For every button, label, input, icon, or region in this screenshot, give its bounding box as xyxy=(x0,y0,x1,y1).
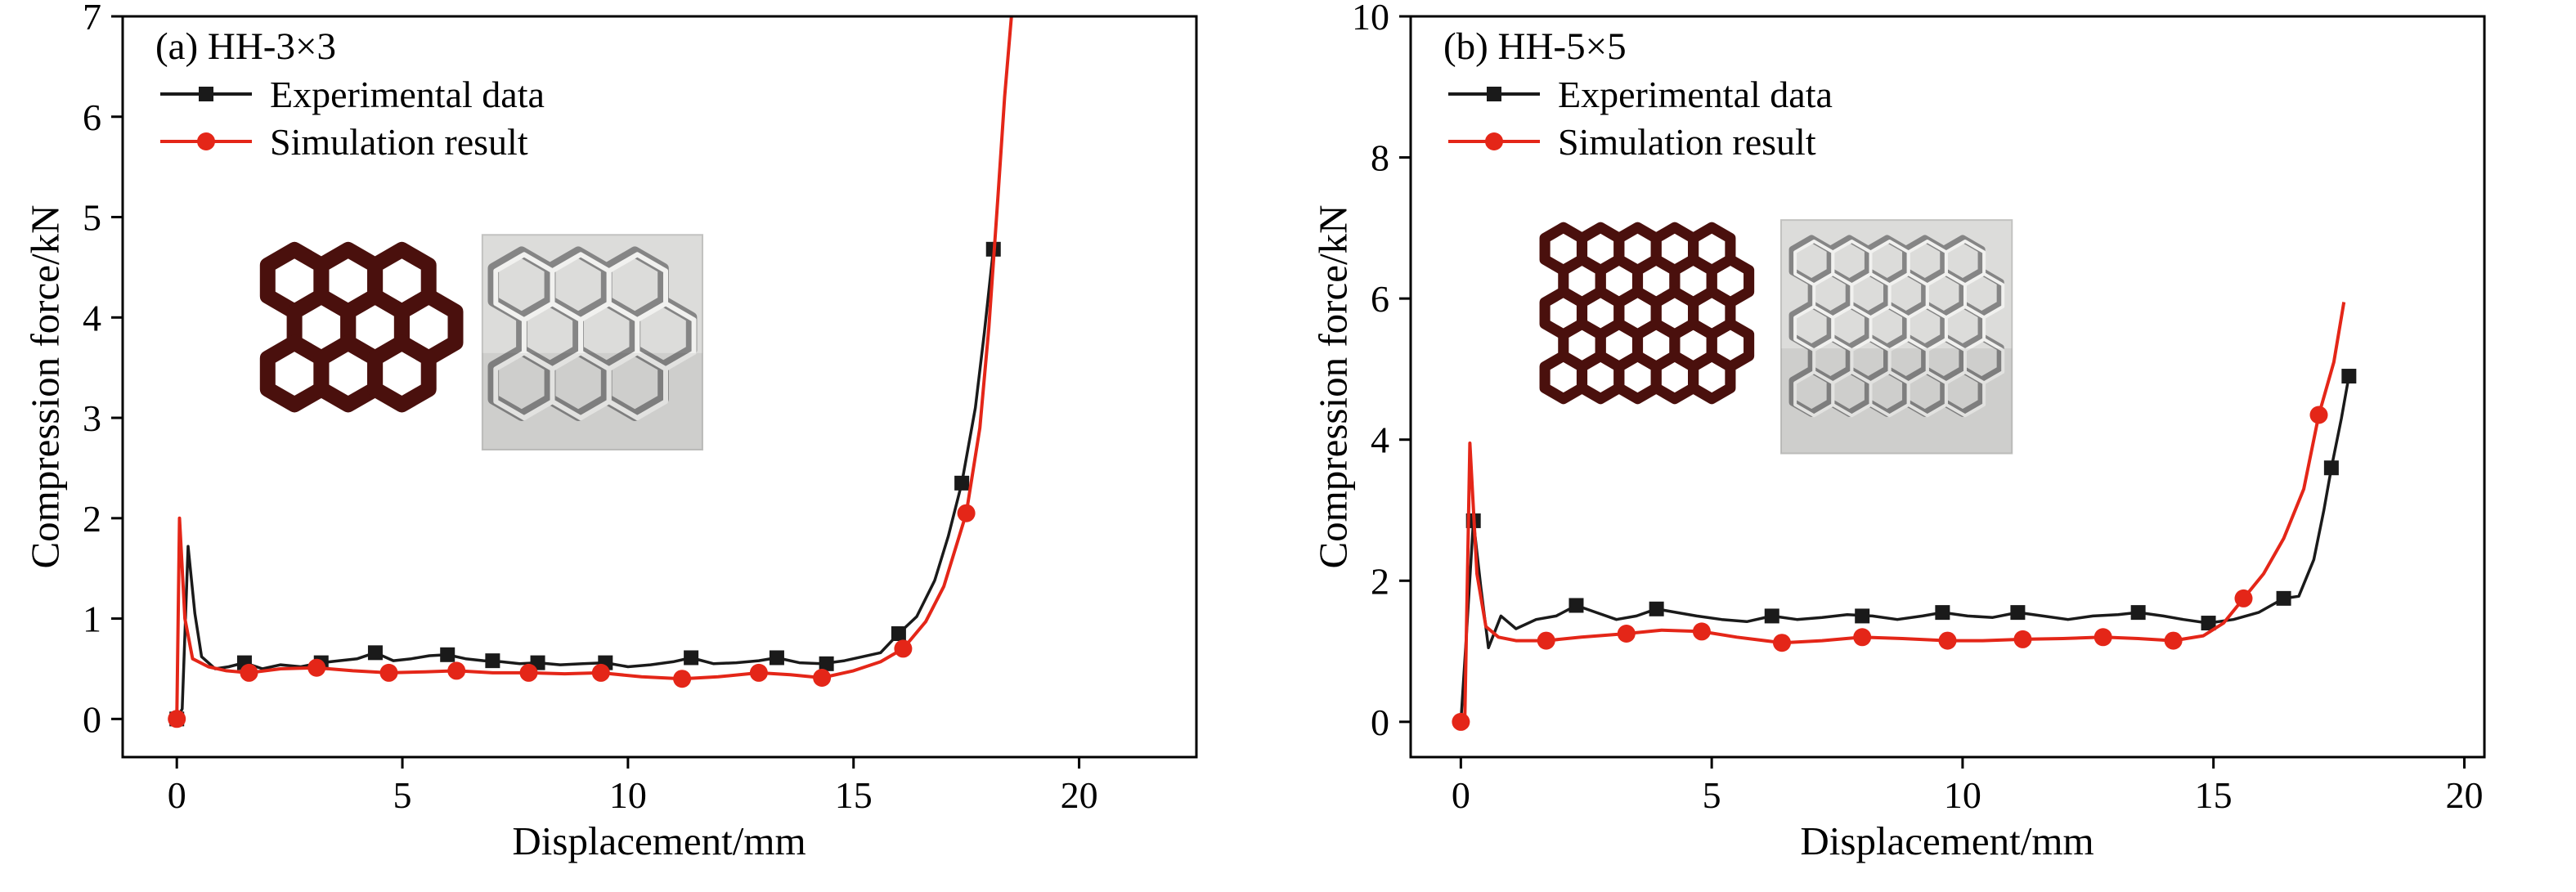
svg-text:15: 15 xyxy=(2195,774,2233,816)
plot-border xyxy=(1409,15,2486,759)
svg-text:10: 10 xyxy=(1352,0,1389,38)
svg-text:3: 3 xyxy=(83,397,101,439)
svg-text:8: 8 xyxy=(1371,137,1389,179)
svg-text:0: 0 xyxy=(1452,774,1470,816)
svg-text:5: 5 xyxy=(1703,774,1721,816)
svg-text:5: 5 xyxy=(393,774,412,816)
axis-tick-labels: 0 5 10 15 20 0 1 2 3 4 5 6 7 xyxy=(83,0,1098,816)
plot-border xyxy=(121,15,1198,759)
legend-item-experimental: Experimental data xyxy=(1445,70,1833,118)
svg-text:5: 5 xyxy=(83,197,101,239)
chart-a-x-axis-label: Displacement/mm xyxy=(512,818,806,863)
svg-text:15: 15 xyxy=(835,774,873,816)
legend-label-simulation: Simulation result xyxy=(270,120,528,163)
legend-item-experimental: Experimental data xyxy=(157,70,545,118)
chart-b-y-axis-label: Compression force/kN xyxy=(1310,204,1356,569)
chart-a-y-axis-label: Compression force/kN xyxy=(22,204,68,569)
axis-ticks xyxy=(1399,15,2466,769)
inset-images xyxy=(1539,219,2013,455)
chart-b-title: (b) HH-5×5 xyxy=(1443,25,1627,68)
chart-b-x-axis-label: Displacement/mm xyxy=(1800,818,2094,863)
legend-item-simulation: Simulation result xyxy=(157,118,545,165)
series-simulation xyxy=(1452,302,2346,731)
honeycomb-lattice-inset xyxy=(1539,222,1755,405)
chart-b-plot: 0 5 10 15 20 0 2 4 6 8 10 xyxy=(1352,0,2486,816)
svg-text:6: 6 xyxy=(1371,278,1389,320)
chart-a-legend: Experimental data Simulation result xyxy=(157,70,545,165)
svg-text:0: 0 xyxy=(83,698,101,740)
specimen-photo-inset xyxy=(1779,219,2013,455)
chart-b-legend: Experimental data Simulation result xyxy=(1445,70,1833,165)
svg-text:20: 20 xyxy=(2445,774,2483,816)
svg-text:4: 4 xyxy=(1371,419,1389,461)
axis-tick-labels: 0 5 10 15 20 0 2 4 6 8 10 xyxy=(1352,0,2483,816)
inset-images xyxy=(259,234,704,451)
legend-item-simulation: Simulation result xyxy=(1445,118,1833,165)
black-square-line-marker-icon xyxy=(1448,87,1540,101)
chart-panel-b: 0 5 10 15 20 0 2 4 6 8 10 Compression force/kN Dis… xyxy=(1288,0,2576,892)
svg-text:2: 2 xyxy=(1371,560,1389,602)
series-experimental xyxy=(1459,369,2357,723)
svg-text:0: 0 xyxy=(1371,701,1389,743)
axis-ticks xyxy=(111,15,1081,769)
svg-text:4: 4 xyxy=(83,297,101,338)
photo-hexagons-highlight xyxy=(1793,240,2005,418)
red-circle-line-marker-icon xyxy=(160,132,252,150)
chart-a-title: (a) HH-3×3 xyxy=(155,25,336,68)
svg-text:0: 0 xyxy=(168,774,186,816)
svg-text:1: 1 xyxy=(83,598,101,640)
svg-text:2: 2 xyxy=(83,498,101,540)
red-circle-line-marker-icon xyxy=(1448,132,1540,150)
legend-label-simulation: Simulation result xyxy=(1558,120,1816,163)
svg-text:10: 10 xyxy=(609,774,647,816)
specimen-photo-inset xyxy=(481,234,704,451)
legend-label-experimental: Experimental data xyxy=(1558,73,1833,115)
svg-text:10: 10 xyxy=(1944,774,1981,816)
legend-label-experimental: Experimental data xyxy=(270,73,545,115)
svg-text:6: 6 xyxy=(83,96,101,138)
series-simulation xyxy=(168,16,1013,728)
black-square-line-marker-icon xyxy=(160,87,252,101)
svg-text:20: 20 xyxy=(1061,774,1098,816)
chart-panel-a: 0 5 10 15 20 0 1 2 3 4 5 6 7 Compression force/kN Di… xyxy=(22,0,1198,863)
chart-a-plot: 0 5 10 15 20 0 1 2 3 4 5 6 7 xyxy=(83,0,1198,816)
honeycomb-lattice-inset xyxy=(259,241,464,413)
svg-text:7: 7 xyxy=(83,0,101,38)
photo-hexagons-highlight xyxy=(493,252,697,421)
